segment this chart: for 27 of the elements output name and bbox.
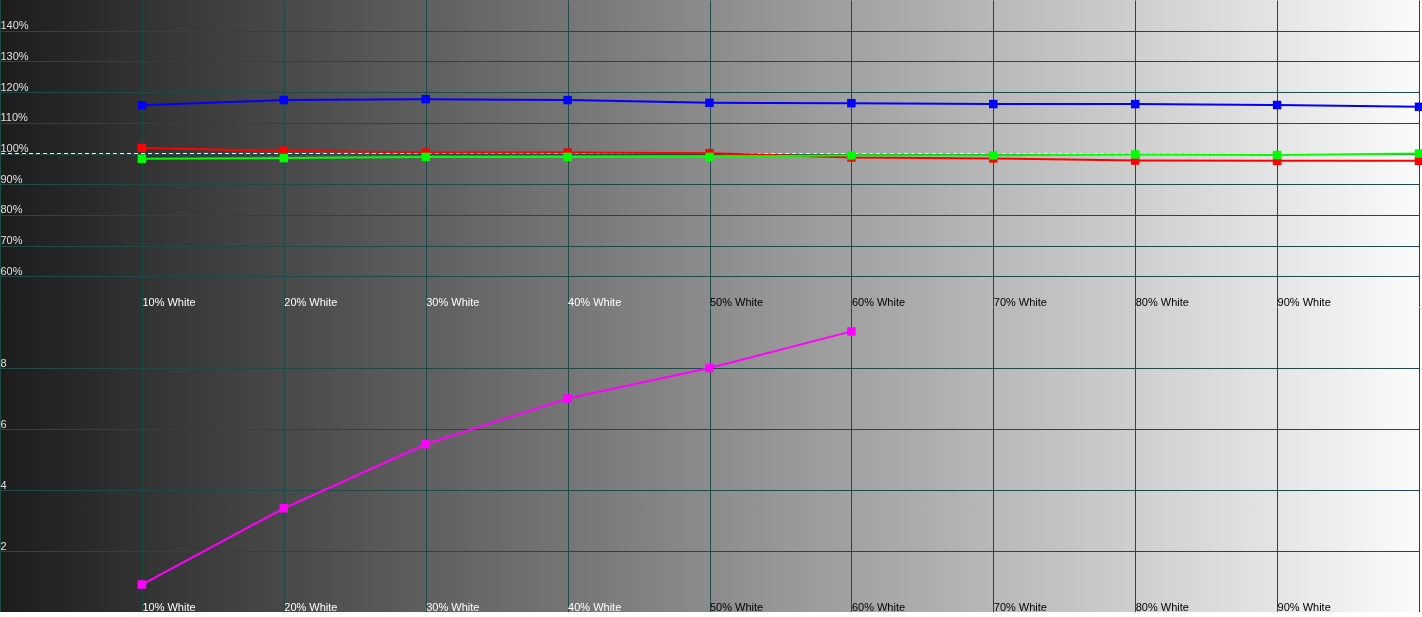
y-tick-label: 4 [0,478,7,491]
x-tick-label: 60% White [851,600,906,613]
y-tick-label: 2 [0,539,7,552]
x-tick-label: 30% White [426,600,480,613]
y-tick-label: 100% [0,142,29,154]
y-tick-label: 6 [0,417,7,430]
x-tick-label: 80% White [1135,600,1189,613]
x-tick-label: 20% White [284,600,338,613]
y-tick-label: 70% [0,234,23,247]
x-tick-label: 70% White [993,600,1047,613]
y-tick-label: 90% [0,172,23,185]
x-tick-label: 80% White [1135,295,1189,308]
y-tick-label: 140% [0,19,29,32]
x-tick-label: 90% White [1277,295,1331,308]
y-tick-label: 80% [0,203,23,216]
y-tick-label: 130% [0,49,29,62]
x-tick-label: 90% White [1277,600,1331,613]
y-tick-label: 60% [0,264,23,277]
x-tick-label: 10% White [142,600,196,613]
x-tick-label: 70% White [993,295,1047,308]
x-tick-label: 20% White [284,295,338,308]
y-tick-label: 110% [0,111,29,124]
y-tick-label: 120% [0,80,29,93]
x-tick-label: 30% White [426,295,480,308]
x-tick-label: 10% White [142,295,196,308]
y-tick-label: 8 [0,356,7,369]
x-tick-label: 60% White [851,295,906,308]
